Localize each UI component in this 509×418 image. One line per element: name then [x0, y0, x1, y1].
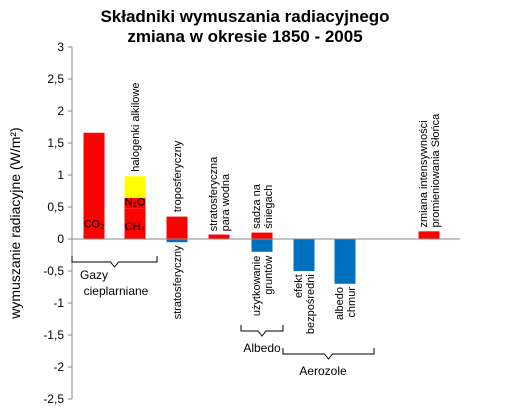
y-tick-label: 1	[57, 168, 64, 182]
label-tropospheric-ozone: troposferyczny	[172, 140, 184, 212]
y-tick-label: -0,5	[43, 264, 64, 278]
y-tick-label: 0,5	[47, 200, 64, 214]
bar-aerosol-cloud	[334, 239, 356, 284]
label-land-use: użytkowanie gruntów	[251, 256, 275, 317]
label-black-carbon-snow-line: śniegach	[263, 185, 275, 229]
label-stratospheric-water-line: stratosferyczna	[208, 156, 220, 231]
bar-land-use	[251, 239, 273, 252]
group-label-aerosols: Aerozole	[299, 364, 347, 378]
label-aerosol-direct-line: efekt	[293, 274, 305, 298]
y-tick-label: -2	[53, 360, 64, 374]
bar-label-ch4: CH₄	[125, 221, 146, 233]
bracket-aerosols	[282, 348, 375, 360]
chart-title-line-1: Składniki wymuszania radiacyjnego	[100, 7, 389, 26]
group-label-ghg-line2: cieplarniane	[84, 284, 149, 298]
label-black-carbon-snow: sadza na śniegach	[251, 183, 275, 229]
label-stratospheric-water: stratosferyczna para wodna	[208, 156, 232, 231]
y-tick-label: 3	[57, 40, 64, 54]
y-tick-label: -2,5	[43, 392, 64, 406]
bar-black-carbon-snow	[251, 232, 273, 239]
bar-n2o	[124, 198, 146, 209]
label-halocarbons: halogenki alkilowe	[130, 83, 142, 172]
group-label-albedo: Albedo	[243, 341, 281, 355]
label-land-use-line: użytkowanie	[251, 256, 263, 317]
label-aerosol-cloud-line: chmur	[346, 287, 358, 318]
y-tick-label: -1,5	[43, 328, 64, 342]
label-solar-line: zmiana intensywności	[418, 120, 430, 227]
bar-label-co2: CO₂	[84, 218, 105, 230]
y-tick-label: 1,5	[47, 136, 64, 150]
label-stratospheric-ozone: stratosferyczny	[172, 245, 184, 319]
bar-aerosol-direct	[293, 239, 315, 271]
bar-solar	[418, 231, 440, 239]
label-aerosol-cloud: albedo chmur	[334, 287, 358, 320]
label-tropospheric-ozone-line: troposferyczny	[172, 140, 184, 212]
label-aerosol-direct-line: bezpośredni	[305, 274, 317, 334]
label-stratospheric-ozone-line: stratosferyczny	[172, 245, 184, 319]
label-black-carbon-snow-line: sadza na	[251, 183, 263, 229]
chart-title-line-2: zmiana w okresie 1850 - 2005	[127, 27, 362, 46]
y-tick-label: -1	[53, 296, 64, 310]
bracket-albedo	[240, 325, 284, 337]
y-axis-title: wymuszanie radiacyjne (W/m²)	[7, 127, 23, 319]
label-solar: zmiana intensywności promieniowania Słońc…	[418, 113, 442, 228]
label-stratospheric-water-line: para wodna	[220, 173, 232, 231]
bar-ch4	[124, 208, 146, 239]
y-tick-label: 0	[57, 232, 64, 246]
y-tick-label: 2,5	[47, 72, 64, 86]
bracket-greenhouse-gases	[71, 256, 158, 268]
bar-stratospheric-water	[208, 234, 230, 239]
y-tick-label: 2	[57, 104, 64, 118]
bar-halocarbons	[124, 176, 146, 199]
bar-label-n2o: N₂O	[125, 197, 146, 209]
label-halocarbons-line: halogenki alkilowe	[130, 83, 142, 172]
label-aerosol-cloud-line: albedo	[334, 287, 346, 320]
label-land-use-line: gruntów	[263, 256, 275, 295]
bar-tropospheric	[166, 216, 188, 239]
bar-stratospheric	[166, 239, 188, 243]
label-solar-line: promieniowania Słońca	[430, 113, 442, 228]
label-aerosol-direct: efekt bezpośredni	[293, 274, 317, 334]
bar-co2	[83, 132, 105, 239]
group-label-ghg-line1: Gazy	[80, 268, 108, 282]
